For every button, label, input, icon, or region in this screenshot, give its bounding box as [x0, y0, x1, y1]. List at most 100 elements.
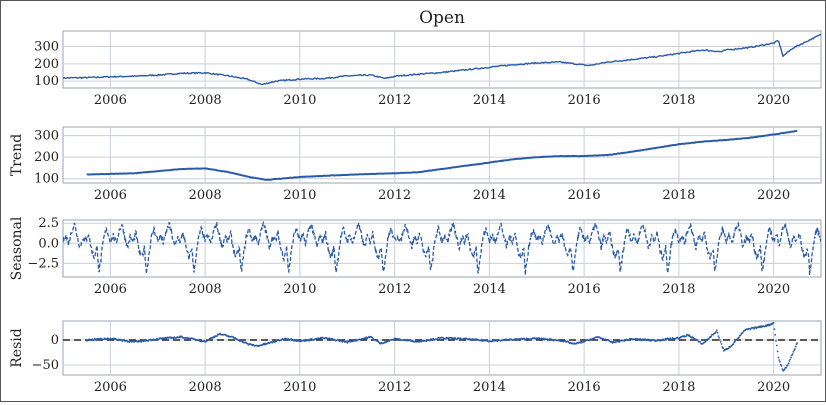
- panel-seasonal: 2006 2008 2010 2012 2014 2016 2018 2020 −2.5 0.0 2…: [9, 216, 822, 297]
- resid-point: [765, 325, 768, 327]
- resid-point: [790, 354, 793, 357]
- x-tick-label: 2008: [189, 93, 222, 108]
- plot-area: [62, 126, 822, 184]
- resid-point: [432, 337, 435, 340]
- resid-point: [776, 350, 779, 353]
- resid-point: [718, 337, 720, 339]
- x-tick-label: 2006: [94, 380, 127, 395]
- x-tick-label: 2006: [94, 188, 127, 203]
- trend-line: [86, 129, 798, 181]
- y-tick-label: 0: [51, 333, 59, 348]
- x-tick-label: 2016: [568, 380, 601, 395]
- resid-point: [699, 341, 702, 343]
- resid-point: [773, 328, 776, 331]
- x-tick-label: 2012: [378, 282, 411, 297]
- x-tick-label: 2012: [378, 93, 411, 108]
- resid-point: [415, 339, 417, 342]
- x-tick-label: 2010: [283, 380, 316, 395]
- resid-point: [715, 329, 718, 332]
- resid-point: [216, 335, 218, 337]
- y-tick-label: 2.5: [38, 216, 59, 231]
- plot-area: [62, 219, 822, 278]
- resid-point: [614, 341, 617, 344]
- resid-point: [734, 340, 736, 343]
- x-tick-label: 2012: [378, 188, 411, 203]
- resid-point: [92, 339, 95, 341]
- resid-point: [781, 368, 784, 370]
- y-tick-label: 0.0: [38, 236, 59, 251]
- resid-point: [308, 339, 311, 342]
- y-tick-label: −2.5: [27, 256, 59, 271]
- resid-point: [618, 341, 621, 343]
- resid-point: [722, 347, 724, 350]
- resid-point: [696, 339, 699, 342]
- resid-point: [155, 339, 158, 341]
- resid-point: [719, 341, 722, 343]
- panel-observed: 2006 2008 2010 2012 2014 2016 2018 2020 100 200 30…: [34, 30, 822, 108]
- resid-point: [670, 338, 673, 341]
- resid-point: [710, 335, 713, 338]
- resid-point: [775, 340, 777, 342]
- y-axis-label: Resid: [9, 328, 25, 367]
- x-tick-label: 2014: [473, 282, 506, 297]
- resid-point: [480, 338, 483, 341]
- resid-point: [345, 340, 348, 343]
- series-group: [63, 220, 821, 276]
- panel-resid: 2006 2008 2010 2012 2014 2016 2018 2020 −50 0 Resi…: [9, 320, 822, 395]
- resid-point: [668, 338, 671, 341]
- resid-point: [780, 365, 783, 367]
- resid-point: [212, 337, 214, 339]
- observed-line: [63, 33, 821, 86]
- resid-point: [741, 331, 744, 334]
- resid-point: [454, 337, 457, 339]
- x-tick-label: 2014: [473, 188, 506, 203]
- resid-point: [783, 368, 786, 370]
- resid-point: [303, 340, 306, 342]
- resid-point: [739, 334, 742, 337]
- x-tick-label: 2016: [568, 282, 601, 297]
- x-tick-label: 2010: [283, 93, 316, 108]
- resid-point: [792, 351, 795, 353]
- resid-point: [496, 340, 499, 343]
- y-tick-label: 300: [34, 129, 59, 144]
- resid-point: [715, 331, 717, 333]
- resid-point: [786, 364, 789, 366]
- x-tick-label: 2020: [757, 188, 790, 203]
- plot-area: [62, 320, 822, 376]
- resid-point: [794, 345, 797, 348]
- resid-point: [719, 339, 721, 341]
- x-tick-label: 2012: [378, 380, 411, 395]
- x-tick-label: 2008: [189, 188, 222, 203]
- x-tick-label: 2020: [757, 93, 790, 108]
- resid-point: [142, 340, 145, 343]
- y-tick-label: 100: [34, 172, 59, 187]
- resid-point: [767, 324, 769, 327]
- resid-point: [346, 341, 349, 344]
- x-tick-label: 2020: [757, 380, 790, 395]
- y-tick-label: −50: [32, 358, 59, 373]
- resid-point: [778, 359, 781, 361]
- resid-point: [354, 340, 356, 342]
- resid-point: [720, 343, 723, 345]
- resid-point: [365, 336, 368, 339]
- resid-point: [791, 353, 794, 355]
- y-tick-label: 300: [34, 40, 59, 55]
- resid-point: [608, 339, 611, 342]
- resid-point: [727, 347, 730, 350]
- resid-point: [759, 325, 762, 327]
- x-tick-label: 2014: [473, 93, 506, 108]
- resid-point: [459, 337, 462, 339]
- resid-point: [772, 322, 775, 324]
- series-group: [63, 322, 821, 372]
- resid-point: [774, 333, 777, 336]
- resid-point: [771, 323, 773, 326]
- resid-point: [777, 356, 780, 359]
- resid-point: [787, 362, 790, 365]
- x-tick-label: 2020: [757, 282, 790, 297]
- resid-point: [790, 356, 792, 359]
- x-tick-label: 2016: [568, 93, 601, 108]
- resid-point: [708, 337, 710, 340]
- y-tick-label: 100: [34, 74, 59, 89]
